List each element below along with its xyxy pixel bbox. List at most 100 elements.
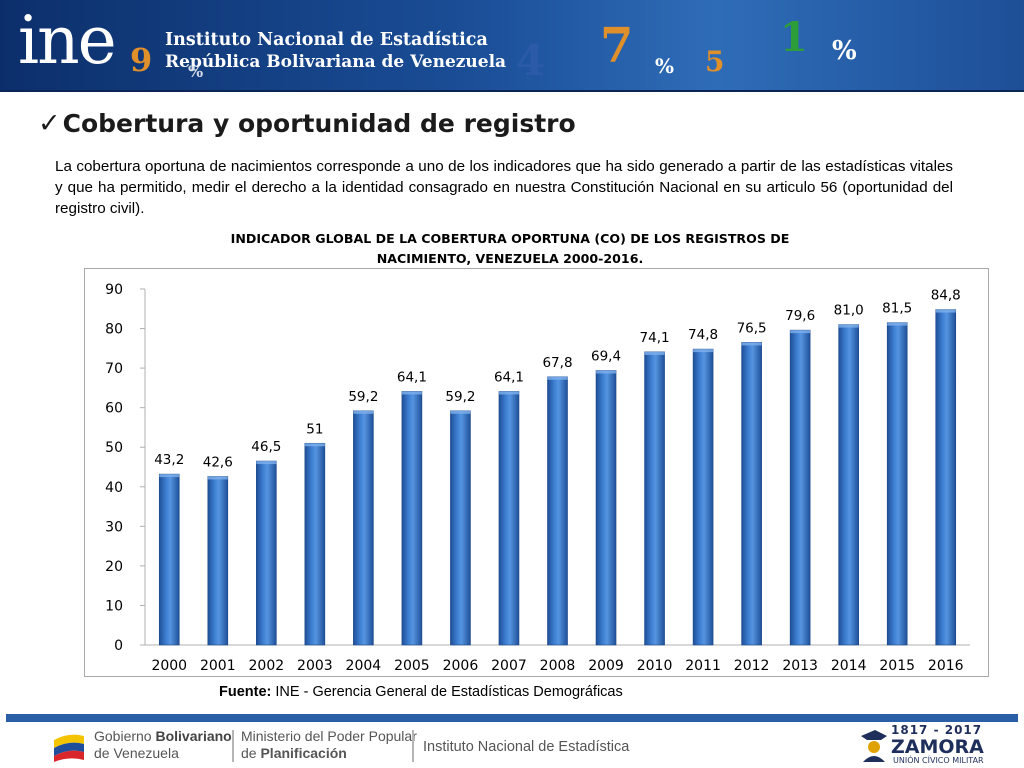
bar-top-2009 xyxy=(596,370,617,374)
chart-area: 0 10 20 30 40 50 60 70 80 90 43,2 2000 42,6 2001 46,5… xyxy=(84,268,989,677)
data-label-2010: 74,1 xyxy=(640,330,670,346)
ministry-logo-text: Ministerio del Poder Popular de Planific… xyxy=(241,728,417,761)
bar-2001 xyxy=(207,476,229,646)
bar-2010 xyxy=(644,351,665,646)
bar-2008 xyxy=(547,376,568,646)
y-tick-label: 50 xyxy=(105,440,123,456)
y-tick-label: 30 xyxy=(105,519,123,535)
header-divider xyxy=(0,90,1024,92)
source-note: Fuente: INE - Gerencia General de Estadí… xyxy=(219,683,623,701)
check-icon: ✓ xyxy=(38,108,61,139)
bar-2009 xyxy=(595,370,617,646)
data-label-2016: 84,8 xyxy=(931,288,961,304)
bar-top-2001 xyxy=(207,476,228,480)
footer-separator xyxy=(412,730,414,762)
data-label-2012: 76,5 xyxy=(737,320,767,336)
x-tick-label-2016: 2016 xyxy=(928,658,964,674)
zamora-years: 1817 - 2017 xyxy=(891,723,983,737)
data-label-2003: 51 xyxy=(306,421,323,437)
country-name: República Bolivariana de Venezuela xyxy=(165,52,507,72)
x-tick-label-2010: 2010 xyxy=(637,658,673,674)
bar-top-2003 xyxy=(304,443,325,447)
data-label-2002: 46,5 xyxy=(251,439,281,455)
header-banner: ine Instituto Nacional de Estadística Re… xyxy=(0,0,1024,92)
decor-glyph-0: 9 xyxy=(130,41,153,79)
x-tick-label-2001: 2001 xyxy=(200,658,236,674)
decor-glyph-7: % xyxy=(832,36,857,66)
y-tick-label: 80 xyxy=(105,322,123,338)
bar-top-2010 xyxy=(644,351,665,355)
bar-top-2007 xyxy=(498,391,519,395)
zamora-subtitle: UNIÓN CÍVICO MILITAR xyxy=(893,756,984,765)
y-tick-label: 90 xyxy=(105,282,123,298)
data-label-2013: 79,6 xyxy=(785,308,815,324)
x-tick-label-2012: 2012 xyxy=(734,658,770,674)
bar-2014 xyxy=(838,324,859,646)
bar-top-2002 xyxy=(256,461,277,465)
y-tick-label: 40 xyxy=(105,480,123,496)
footer-divider xyxy=(6,714,1018,722)
bar-top-2014 xyxy=(838,324,859,328)
data-label-2008: 67,8 xyxy=(542,355,572,371)
institution-name: Instituto Nacional de Estadística xyxy=(165,30,488,50)
data-label-2000: 43,2 xyxy=(154,452,184,468)
x-tick-label-2011: 2011 xyxy=(685,658,721,674)
ine-logo: ine xyxy=(18,2,117,79)
bar-top-2012 xyxy=(741,342,762,346)
bar-2013 xyxy=(789,329,811,646)
bar-2012 xyxy=(741,342,762,646)
slide-title: ✓Cobertura y oportunidad de registro xyxy=(38,106,576,142)
bar-2002 xyxy=(256,460,277,646)
decor-glyph-4: % xyxy=(655,54,675,78)
bar-2011 xyxy=(692,348,714,646)
decor-glyph-3: 7 xyxy=(600,18,634,74)
bar-2015 xyxy=(886,322,908,646)
bar-2004 xyxy=(353,410,374,646)
intro-paragraph: La cobertura oportuna de nacimientos cor… xyxy=(55,158,953,217)
bar-top-2016 xyxy=(935,309,956,313)
bar-top-2004 xyxy=(353,410,374,414)
x-tick-label-2000: 2000 xyxy=(151,658,187,674)
bar-top-2006 xyxy=(450,410,471,414)
x-tick-label-2013: 2013 xyxy=(782,658,818,674)
bar-top-2005 xyxy=(401,391,422,395)
x-tick-label-2002: 2002 xyxy=(249,658,285,674)
y-tick-label: 10 xyxy=(105,598,123,614)
x-tick-label-2015: 2015 xyxy=(879,658,915,674)
data-label-2006: 59,2 xyxy=(445,389,475,405)
data-label-2007: 64,1 xyxy=(494,369,524,385)
slide-title-text: Cobertura y oportunidad de registro xyxy=(62,109,576,138)
bar-top-2008 xyxy=(547,376,568,380)
x-tick-label-2005: 2005 xyxy=(394,658,430,674)
government-logo-text: Gobierno Bolivariano de Venezuela xyxy=(94,728,232,761)
venezuela-flag-icon xyxy=(54,734,84,762)
x-tick-label-2007: 2007 xyxy=(491,658,527,674)
x-tick-label-2004: 2004 xyxy=(346,658,382,674)
zamora-name: ZAMORA xyxy=(891,736,984,758)
y-tick-label: 20 xyxy=(105,559,123,575)
data-label-2014: 81,0 xyxy=(834,303,864,319)
y-tick-label: 60 xyxy=(105,401,123,417)
data-label-2011: 74,8 xyxy=(688,327,718,343)
bar-top-2011 xyxy=(693,349,714,353)
bar-top-2015 xyxy=(887,322,908,326)
bar-2006 xyxy=(450,410,471,646)
bar-2003 xyxy=(304,442,326,646)
data-label-2001: 42,6 xyxy=(203,454,233,470)
source-text: INE - Gerencia General de Estadísticas D… xyxy=(271,684,623,700)
y-tick-label: 70 xyxy=(105,361,123,377)
chart-title-line-2: NACIMIENTO, VENEZUELA 2000-2016. xyxy=(376,251,644,266)
data-label-2009: 69,4 xyxy=(591,348,621,364)
bar-top-2000 xyxy=(159,474,180,478)
source-label: Fuente: xyxy=(219,684,272,700)
y-tick-label: 0 xyxy=(114,638,123,654)
x-tick-label-2014: 2014 xyxy=(831,658,867,674)
footer-separator xyxy=(232,730,234,762)
bar-chart: 0 10 20 30 40 50 60 70 80 90 43,2 2000 42,6 2001 46,5… xyxy=(105,282,970,674)
chart-title-line-1: INDICADOR GLOBAL DE LA COBERTURA OPORTUN… xyxy=(230,231,790,246)
bar-2016 xyxy=(935,309,957,646)
x-tick-label-2006: 2006 xyxy=(443,658,479,674)
zamora-emblem-icon xyxy=(861,730,887,762)
decor-glyph-1: % xyxy=(188,62,204,81)
ine-footer-text: Instituto Nacional de Estadística xyxy=(423,739,630,755)
